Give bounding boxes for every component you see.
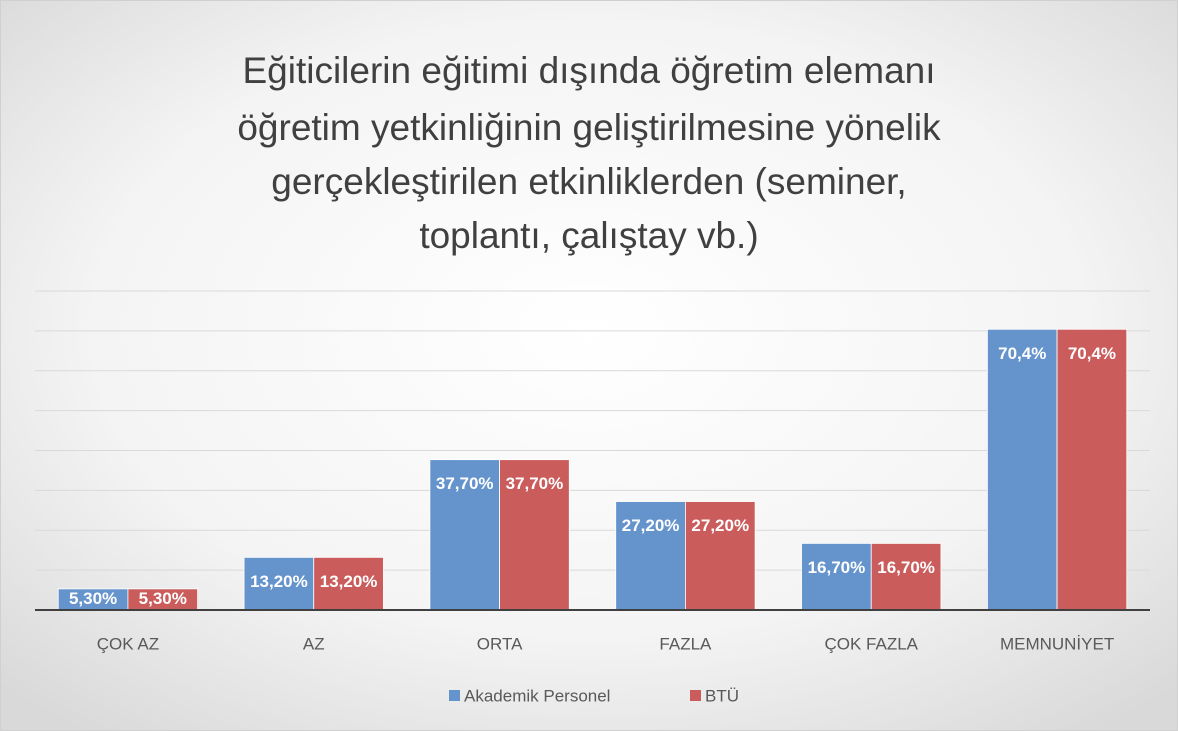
data-label: 13,20% [250,572,308,591]
data-label: 27,20% [622,516,680,535]
x-tick-label: FAZLA [659,634,712,653]
x-tick-label: MEMNUNİYET [1000,634,1114,653]
data-label: 37,70% [506,474,564,493]
x-tick-label: ORTA [477,634,523,653]
bar [801,543,872,611]
data-label: 13,20% [320,572,378,591]
legend-label: Akademik Personel [464,686,610,705]
data-label: 70,4% [998,344,1046,363]
data-label: 37,70% [436,474,494,493]
chart-title: Eğiticilerin eğitimi dışında öğretim ele… [242,50,935,91]
bar [429,459,500,611]
x-tick-label: ÇOK FAZLA [824,634,918,653]
data-label: 16,70% [877,558,935,577]
bar [1056,328,1128,611]
bar [615,501,686,611]
bar [685,501,756,611]
bar [986,328,1058,611]
legend-swatch [449,690,460,701]
bar [499,459,570,611]
legend-label: BTÜ [705,686,739,705]
data-label: 5,30% [139,589,187,608]
chart-title: gerçekleştirilen etkinliklerden (seminer… [271,161,906,202]
chart-title: toplantı, çalıştay vb.) [419,215,758,256]
legend-swatch [690,690,701,701]
data-label: 27,20% [691,516,749,535]
bar [313,556,384,611]
data-label: 70,4% [1068,344,1116,363]
x-tick-label: AZ [303,634,325,653]
chart-title: öğretim yetkinliğinin geliştirilmesine y… [237,107,941,148]
data-label: 16,70% [808,558,866,577]
x-tick-label: ÇOK AZ [97,634,159,653]
bar [870,543,942,611]
data-label: 5,30% [69,589,117,608]
